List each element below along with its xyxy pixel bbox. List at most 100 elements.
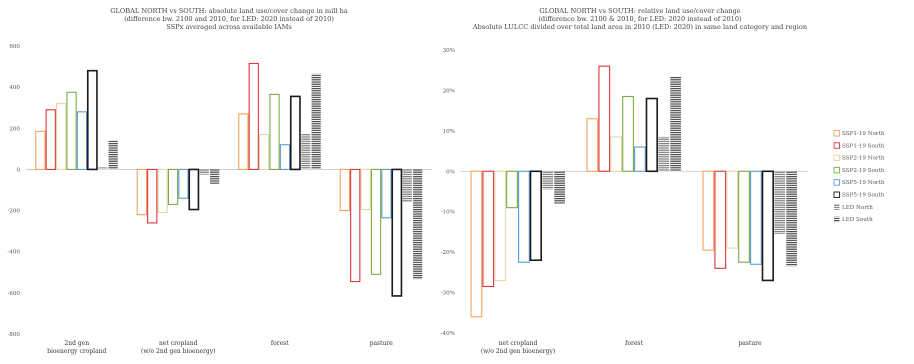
bar-ssp5-19-north bbox=[518, 170, 530, 263]
legend-swatch bbox=[833, 154, 840, 162]
category-label: (w/o 2nd gen bioenergy) bbox=[481, 348, 555, 355]
bar-ssp2-19-south bbox=[370, 168, 382, 275]
chart-subtitle: SSPx averaged across available IAMs bbox=[166, 23, 292, 31]
bar-ssp2-19-north bbox=[494, 170, 507, 281]
chart-subtitle: (difference bw. 2100 & 2010, for LED: 20… bbox=[538, 15, 742, 23]
bar-ssp2-19-north bbox=[726, 170, 739, 249]
category-label: forest bbox=[271, 340, 289, 347]
bar-ssp1-19-north bbox=[35, 130, 46, 170]
legend-swatch bbox=[834, 204, 840, 210]
chart-title: GLOBAL NORTH vs SOUTH: relative land use… bbox=[539, 7, 740, 15]
bar-led-south bbox=[670, 76, 681, 172]
bar-ssp1-19-south bbox=[714, 170, 727, 269]
bar-ssp1-19-south bbox=[248, 62, 259, 170]
bar-ssp5-19-north bbox=[279, 144, 291, 170]
y-tick-label: 600 bbox=[9, 44, 20, 50]
bar-ssp5-19-south bbox=[391, 168, 403, 297]
chart-subtitle: Absolute LULCC divided over total land a… bbox=[472, 23, 808, 31]
bar-ssp2-19-north bbox=[610, 136, 623, 172]
category-label: net cropland bbox=[159, 340, 198, 347]
bar-ssp5-19-south bbox=[289, 95, 301, 171]
category-label: (w/o 2nd gen bioenergy) bbox=[141, 348, 215, 355]
bar-led-north bbox=[658, 136, 670, 172]
chart-relative-change: GLOBAL NORTH vs SOUTH: relative land use… bbox=[441, 7, 885, 355]
bar-led-south bbox=[210, 169, 220, 184]
bar-ssp1-19-south bbox=[598, 65, 611, 172]
category-label: pasture bbox=[370, 340, 394, 347]
y-tick-label: -400 bbox=[7, 250, 20, 256]
bar-led-south bbox=[413, 169, 423, 280]
y-tick-label: -10% bbox=[441, 210, 455, 216]
y-tick-label: -20% bbox=[441, 250, 455, 256]
category-label: 2nd gen bbox=[64, 340, 89, 347]
bar-ssp2-19-south bbox=[167, 168, 179, 205]
legend-swatch bbox=[833, 142, 840, 149]
legend-swatch bbox=[834, 216, 840, 223]
bar-ssp1-19-south bbox=[147, 168, 158, 224]
legend-label: SSP2-19 South bbox=[842, 168, 885, 174]
bar-ssp5-19-south bbox=[529, 170, 542, 262]
y-tick-label: -30% bbox=[441, 291, 455, 297]
bar-ssp5-19-south bbox=[86, 69, 98, 171]
bar-led-north bbox=[402, 169, 412, 203]
y-tick-label: -200 bbox=[7, 209, 20, 215]
y-tick-label: 400 bbox=[9, 85, 20, 91]
legend-label: SSP5-19 South bbox=[842, 193, 885, 199]
bar-ssp5-19-north bbox=[750, 170, 762, 265]
bar-ssp5-19-north bbox=[634, 146, 646, 172]
bar-ssp5-19-south bbox=[761, 170, 774, 282]
y-tick-label: 30% bbox=[443, 48, 455, 54]
bar-ssp1-19-north bbox=[470, 170, 483, 318]
bar-ssp1-19-north bbox=[339, 168, 350, 212]
bar-led-south bbox=[108, 140, 118, 170]
bar-ssp2-19-south bbox=[738, 170, 750, 263]
bar-ssp1-19-south bbox=[45, 109, 56, 170]
legend-label: SSP1-19 South bbox=[842, 143, 885, 149]
bar-led-north bbox=[199, 169, 209, 175]
legend: SSP1-19 North SSP1-19 South SSP2-19 North S… bbox=[833, 130, 885, 223]
bar-ssp2-19-north bbox=[258, 133, 270, 170]
bar-led-south bbox=[554, 171, 565, 204]
bar-ssp5-19-south bbox=[645, 97, 658, 173]
category-label: bioenergy cropland bbox=[47, 348, 106, 355]
y-tick-label: -800 bbox=[7, 332, 20, 338]
bar-ssp2-19-south bbox=[66, 91, 77, 170]
category-label: pasture bbox=[738, 340, 762, 347]
bar-ssp1-19-north bbox=[702, 170, 715, 251]
bar-ssp1-19-north bbox=[586, 118, 599, 172]
legend-swatch bbox=[833, 179, 840, 186]
y-tick-label: 0 bbox=[16, 167, 20, 173]
bar-ssp2-19-south bbox=[622, 95, 634, 172]
bar-ssp1-19-north bbox=[136, 168, 147, 216]
bar-ssp1-19-north bbox=[238, 113, 249, 170]
y-tick-label: -600 bbox=[7, 291, 20, 297]
legend-label: SSP1-19 North bbox=[842, 131, 885, 137]
chart-subtitle: (difference bw. 2100 and 2010, for LED: … bbox=[124, 15, 334, 23]
legend-label: LED North bbox=[842, 205, 873, 211]
category-label: forest bbox=[625, 340, 643, 347]
category-label: net cropland bbox=[499, 340, 538, 347]
bar-led-south bbox=[311, 73, 321, 170]
y-tick-label: 200 bbox=[9, 126, 20, 132]
bar-led-north bbox=[301, 133, 311, 170]
bar-ssp2-19-north bbox=[157, 168, 168, 214]
chart-title: GLOBAL NORTH vs SOUTH: absolute land use… bbox=[110, 7, 348, 15]
y-tick-label: 10% bbox=[443, 129, 455, 135]
bar-ssp1-19-south bbox=[350, 168, 361, 283]
bar-led-north bbox=[542, 171, 554, 190]
bar-ssp5-19-north bbox=[76, 111, 88, 170]
legend-swatch bbox=[833, 130, 840, 137]
bar-ssp5-19-south bbox=[188, 168, 200, 211]
bar-ssp2-19-north bbox=[55, 103, 67, 170]
legend-label: SSP2-19 North bbox=[842, 156, 885, 162]
bar-ssp2-19-north bbox=[360, 168, 371, 211]
bar-ssp5-19-north bbox=[178, 168, 189, 199]
bar-led-north bbox=[98, 167, 108, 170]
bar-ssp2-19-south bbox=[269, 93, 280, 170]
legend-label: LED South bbox=[842, 217, 873, 223]
bar-led-north bbox=[774, 171, 786, 234]
y-tick-label: -40% bbox=[441, 331, 455, 337]
y-tick-label: 20% bbox=[443, 88, 455, 94]
bar-ssp2-19-south bbox=[506, 170, 518, 209]
